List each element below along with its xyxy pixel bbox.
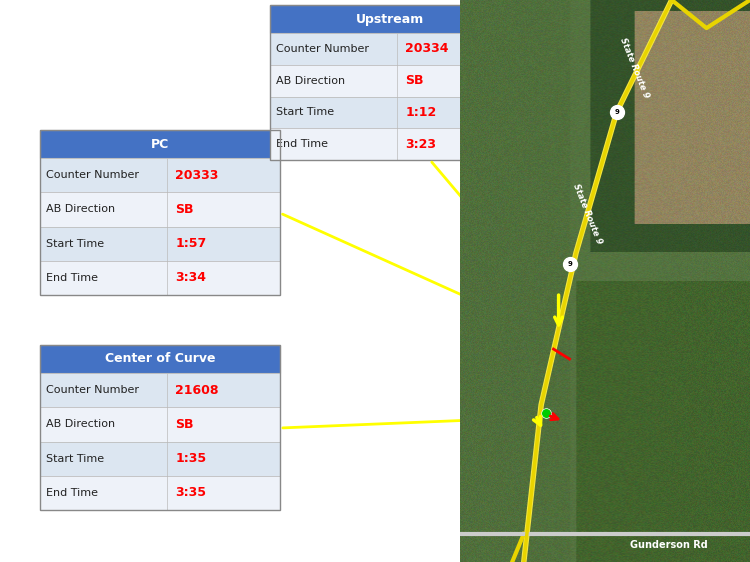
Text: Start Time: Start Time [46, 239, 104, 248]
Text: Counter Number: Counter Number [276, 44, 369, 54]
Bar [40, 373, 280, 407]
Text: 21608: 21608 [176, 384, 219, 397]
Bar [40, 261, 280, 295]
Text: State Route 9: State Route 9 [618, 36, 650, 99]
Bar [40, 407, 280, 442]
Bar [270, 33, 510, 65]
Bar [270, 97, 510, 128]
Bar [40, 158, 280, 192]
Text: SB: SB [405, 74, 424, 87]
Text: Center of Curve: Center of Curve [105, 352, 215, 365]
Bar [270, 128, 510, 160]
Text: AB Direction: AB Direction [276, 76, 345, 85]
Bar [270, 5, 510, 33]
Bar [40, 130, 280, 295]
Text: State Route 9: State Route 9 [572, 182, 604, 245]
Text: AB Direction: AB Direction [46, 419, 116, 429]
Text: 1:57: 1:57 [176, 237, 206, 250]
Text: End Time: End Time [46, 488, 98, 498]
Text: Counter Number: Counter Number [46, 170, 139, 180]
Bar [40, 192, 280, 226]
Text: 3:23: 3:23 [405, 138, 436, 151]
Text: End Time: End Time [46, 273, 98, 283]
Text: Gunderson Rd: Gunderson Rd [630, 540, 708, 550]
Text: AB Direction: AB Direction [46, 205, 116, 214]
Text: 1:12: 1:12 [405, 106, 436, 119]
Bar [40, 130, 280, 158]
Bar [40, 345, 280, 373]
Text: 1:35: 1:35 [176, 452, 206, 465]
Text: 3:34: 3:34 [176, 271, 206, 284]
Text: SB: SB [176, 418, 194, 431]
Bar [270, 65, 510, 97]
Bar [40, 226, 280, 261]
Text: End Time: End Time [276, 139, 328, 149]
Bar [40, 442, 280, 476]
Bar [270, 5, 510, 160]
Text: 20333: 20333 [176, 169, 218, 182]
Text: 3:35: 3:35 [176, 486, 206, 500]
Text: 9: 9 [568, 261, 573, 267]
Text: 20334: 20334 [405, 42, 448, 56]
Text: Counter Number: Counter Number [46, 385, 139, 395]
Text: Start Time: Start Time [46, 454, 104, 464]
Text: PC: PC [151, 138, 170, 151]
Bar [40, 345, 280, 510]
Bar [40, 476, 280, 510]
Text: SB: SB [176, 203, 194, 216]
Text: Upstream: Upstream [356, 12, 424, 25]
Text: Start Time: Start Time [276, 107, 334, 117]
Text: 9: 9 [614, 110, 619, 115]
